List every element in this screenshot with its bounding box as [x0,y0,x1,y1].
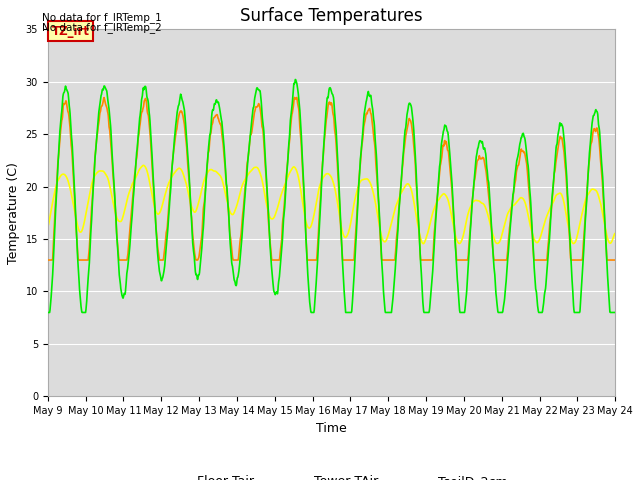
TsoilD_2cm [419,241,427,247]
TsoilD_2cm [307,224,315,229]
Title: Surface Temperatures: Surface Temperatures [240,7,423,25]
TsoilD_2cm [88,182,95,188]
Tower TAir [285,147,292,153]
Text: TZ_irt: TZ_irt [51,24,90,37]
Tower TAir [44,257,52,263]
Legend: Floor Tair, Tower TAir, TsoilD_2cm: Floor Tair, Tower TAir, TsoilD_2cm [150,470,513,480]
Line: Floor Tair: Floor Tair [48,80,615,312]
Tower TAir [367,111,375,117]
Tower TAir [293,95,301,100]
TsoilD_2cm [367,182,375,188]
TsoilD_2cm [611,230,619,236]
TsoilD_2cm [297,186,305,192]
Text: No data for f_IRTemp_2: No data for f_IRTemp_2 [42,22,161,33]
Floor Tair [367,94,375,99]
Y-axis label: Temperature (C): Temperature (C) [7,162,20,264]
TsoilD_2cm [44,224,52,229]
Floor Tair [111,192,118,198]
Floor Tair [44,310,52,315]
TsoilD_2cm [285,171,292,177]
Tower TAir [88,204,95,210]
Tower TAir [307,257,315,263]
Tower TAir [297,133,305,139]
Floor Tair [307,309,315,315]
TsoilD_2cm [111,207,118,213]
Floor Tair [88,216,95,222]
Tower TAir [111,195,118,201]
X-axis label: Time: Time [316,421,347,435]
Floor Tair [291,77,299,83]
TsoilD_2cm [140,162,147,168]
Line: Tower TAir: Tower TAir [48,97,615,260]
Line: TsoilD_2cm: TsoilD_2cm [48,165,615,244]
Floor Tair [297,121,305,127]
Tower TAir [611,257,619,263]
Floor Tair [611,310,619,315]
Floor Tair [285,145,292,151]
Text: No data for f_IRTemp_1: No data for f_IRTemp_1 [42,12,161,23]
